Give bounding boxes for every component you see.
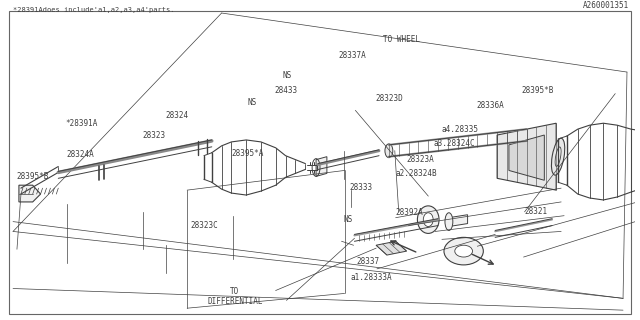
Text: 28392A: 28392A	[396, 208, 423, 218]
Ellipse shape	[552, 138, 564, 175]
Text: 28321: 28321	[525, 207, 548, 216]
Text: 28323A: 28323A	[407, 155, 435, 164]
Text: A260001351: A260001351	[582, 1, 629, 10]
Text: NS: NS	[248, 98, 257, 107]
Ellipse shape	[417, 206, 439, 233]
Polygon shape	[497, 123, 556, 190]
Polygon shape	[19, 185, 40, 202]
Text: 28395*B: 28395*B	[522, 86, 554, 95]
Text: 28333: 28333	[349, 183, 372, 192]
Text: TO
DIFFERENTIAL: TO DIFFERENTIAL	[207, 287, 263, 306]
Text: 28323D: 28323D	[376, 93, 403, 102]
Text: TO WHEEL: TO WHEEL	[383, 35, 420, 44]
Text: 28337: 28337	[356, 257, 380, 266]
Text: NS: NS	[282, 71, 291, 81]
Text: 28337A: 28337A	[339, 51, 367, 60]
Ellipse shape	[445, 213, 453, 230]
Polygon shape	[449, 215, 468, 227]
Text: 28395*A: 28395*A	[232, 148, 264, 158]
Ellipse shape	[455, 245, 472, 257]
Text: a1.28333A: a1.28333A	[350, 273, 392, 282]
Ellipse shape	[555, 147, 561, 166]
Ellipse shape	[385, 144, 393, 158]
Text: 28395*B: 28395*B	[17, 172, 49, 181]
Text: *28391Adoes include'a1,a2,a3,a4'parts.: *28391Adoes include'a1,a2,a3,a4'parts.	[13, 7, 175, 13]
Text: 28324: 28324	[166, 111, 189, 120]
Text: a4.28335: a4.28335	[442, 125, 479, 134]
Polygon shape	[316, 157, 327, 176]
Text: NS: NS	[344, 215, 353, 224]
Text: 28433: 28433	[275, 86, 298, 95]
Text: 28324A: 28324A	[67, 150, 95, 159]
Text: 28336A: 28336A	[476, 101, 504, 110]
Ellipse shape	[444, 237, 483, 265]
Ellipse shape	[423, 213, 433, 227]
Polygon shape	[509, 135, 545, 180]
Text: *28391A: *28391A	[65, 119, 97, 128]
Text: a2.28324B: a2.28324B	[396, 169, 437, 178]
Text: 28323C: 28323C	[191, 221, 219, 230]
Polygon shape	[376, 241, 406, 255]
Text: a3.28324C: a3.28324C	[433, 139, 475, 148]
Text: 28323: 28323	[143, 131, 166, 140]
